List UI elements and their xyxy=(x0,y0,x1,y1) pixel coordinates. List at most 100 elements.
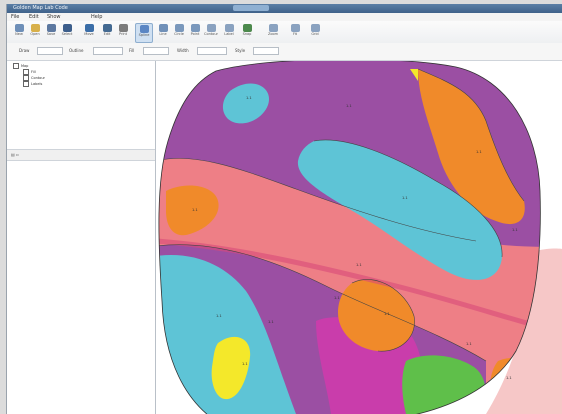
tool-move-button[interactable]: Move xyxy=(81,23,97,41)
tool-line-button[interactable]: Line xyxy=(155,23,171,41)
region-value-label: 1.1 xyxy=(246,96,252,100)
region-value-label: 1.1 xyxy=(512,228,518,232)
title-bar-center-tab xyxy=(233,5,269,11)
contour-line xyxy=(158,244,487,362)
layer-checkbox-icon[interactable] xyxy=(23,81,29,87)
tool-grid-button[interactable]: Grid xyxy=(307,23,323,41)
prop-fill-field[interactable] xyxy=(143,47,169,55)
tool-fit-button[interactable]: Fit xyxy=(287,23,303,41)
prop-width-label: Width xyxy=(177,48,189,53)
prop-fill-label: Fill xyxy=(129,48,135,53)
tool-select-button[interactable]: Select xyxy=(59,23,75,41)
tool-label-button[interactable]: Label xyxy=(221,23,237,41)
menu-help[interactable]: Help xyxy=(91,14,103,20)
contour-icon xyxy=(206,24,216,32)
tool-snap-button[interactable]: Snap xyxy=(239,23,255,41)
region-yellow-lower-left xyxy=(211,336,251,400)
prop-style-field[interactable] xyxy=(253,47,279,55)
prop-style-label: Style xyxy=(235,48,246,53)
tool-label: Point xyxy=(190,32,200,36)
tool-open-button[interactable]: Open xyxy=(27,23,43,41)
prop-draw-label: Draw xyxy=(19,48,30,53)
tool-label: Open xyxy=(30,32,40,36)
window-title: Golden Map Lab Code xyxy=(13,5,68,11)
region-value-label: 1.1 xyxy=(242,362,248,366)
save-icon xyxy=(46,24,56,32)
label-icon xyxy=(224,24,234,32)
prop-outline-label: Outline xyxy=(69,48,84,53)
layer-checkbox-icon[interactable] xyxy=(23,75,29,81)
region-orange-upper-right xyxy=(418,69,525,225)
region-value-label: 1.1 xyxy=(466,342,472,346)
region-value-label: 1.1 xyxy=(356,263,362,267)
region-value-label: 1.1 xyxy=(192,208,198,212)
region-cyan-diagonal xyxy=(297,140,503,280)
tool-label: Spline xyxy=(138,33,150,37)
panel-splitter[interactable]: ▤ ▫ xyxy=(7,149,155,161)
region-value-label: 1.1 xyxy=(402,196,408,200)
tool-label: Save xyxy=(46,32,56,36)
print-icon xyxy=(118,24,128,32)
prop-outline-field[interactable] xyxy=(93,47,123,55)
layer-tree-panel: Map Fill Contour Labels ▤ ▫ xyxy=(7,61,156,414)
prop-width-field[interactable] xyxy=(197,47,227,55)
tool-point-button[interactable]: Point xyxy=(187,23,203,41)
point-icon xyxy=(190,24,200,32)
tree-item-labels[interactable]: Labels xyxy=(23,81,42,87)
region-value-label: 1.1 xyxy=(384,312,390,316)
tool-label: Line xyxy=(159,32,167,36)
tree-item-fill[interactable]: Fill xyxy=(23,69,36,75)
tree-item-contour[interactable]: Contour xyxy=(23,75,45,81)
tool-zoom-button[interactable]: Zoom xyxy=(265,23,281,41)
tree-item-map[interactable]: Map xyxy=(13,63,28,69)
tool-contour-button[interactable]: Contour xyxy=(203,23,219,41)
region-value-label: 1.1 xyxy=(506,376,512,380)
region-value-label: 1.1 xyxy=(476,150,482,154)
snap-icon xyxy=(242,24,252,32)
tool-label: Label xyxy=(224,32,234,36)
tool-new-button[interactable]: New xyxy=(11,23,27,41)
application-window: Golden Map Lab Code File Edit Show Help … xyxy=(6,4,562,414)
tool-label: Grid xyxy=(311,32,319,36)
tool-circle-button[interactable]: Circle xyxy=(171,23,187,41)
region-value-label: 1.1 xyxy=(216,314,222,318)
prop-draw-field[interactable] xyxy=(37,47,63,55)
tool-save-button[interactable]: Save xyxy=(43,23,59,41)
menu-file[interactable]: File xyxy=(11,14,20,20)
tool-spline-button[interactable]: Spline xyxy=(135,23,153,43)
line-icon xyxy=(158,24,168,32)
tool-edit-button[interactable]: Edit xyxy=(99,23,115,41)
tool-label: New xyxy=(15,32,23,36)
tool-label: Select xyxy=(61,32,73,36)
new-file-icon xyxy=(14,24,24,32)
expand-icon[interactable] xyxy=(13,63,19,69)
map-labels: 1.1 1.1 1.1 1.1 1.1 1.1 1.1 1.1 1.1 1.1 1.1 1.1 1.1 1… xyxy=(192,96,518,380)
region-yellow-top xyxy=(410,69,418,81)
region-value-label: 1.1 xyxy=(334,296,340,300)
tool-label: Snap xyxy=(242,32,252,36)
select-pointer-icon xyxy=(62,24,72,32)
tool-label: Zoom xyxy=(267,32,279,36)
contour-line xyxy=(417,68,525,202)
tool-label: Circle xyxy=(174,32,184,36)
menu-edit[interactable]: Edit xyxy=(29,14,39,20)
spline-icon xyxy=(139,25,149,33)
tool-label: Fit xyxy=(292,32,298,36)
region-value-label: 1.1 xyxy=(268,320,274,324)
region-cyan-lower-left xyxy=(158,255,296,414)
contour-map[interactable]: 1.1 1.1 1.1 1.1 1.1 1.1 1.1 1.1 1.1 1.1 1.1 1.1 1.1 1… xyxy=(156,61,562,414)
fit-icon xyxy=(290,24,300,32)
splitter-grip-icon: ▤ ▫ xyxy=(11,152,19,157)
edit-icon xyxy=(102,24,112,32)
tool-print-button[interactable]: Print xyxy=(115,23,131,41)
region-cyan-top-left xyxy=(222,83,270,124)
main-toolbar: New Open Save Select Move Edit Print Spline Line… xyxy=(7,21,562,44)
magenta-stripe-line xyxy=(158,238,541,336)
layer-checkbox-icon[interactable] xyxy=(23,69,29,75)
map-canvas[interactable]: 1.1 1.1 1.1 1.1 1.1 1.1 1.1 1.1 1.1 1.1 1.1 1.1 1.1 1… xyxy=(156,61,562,414)
region-orange-center xyxy=(338,279,415,352)
map-fill-group xyxy=(158,61,541,414)
menu-show[interactable]: Show xyxy=(47,14,61,20)
tool-label: Move xyxy=(84,32,94,36)
